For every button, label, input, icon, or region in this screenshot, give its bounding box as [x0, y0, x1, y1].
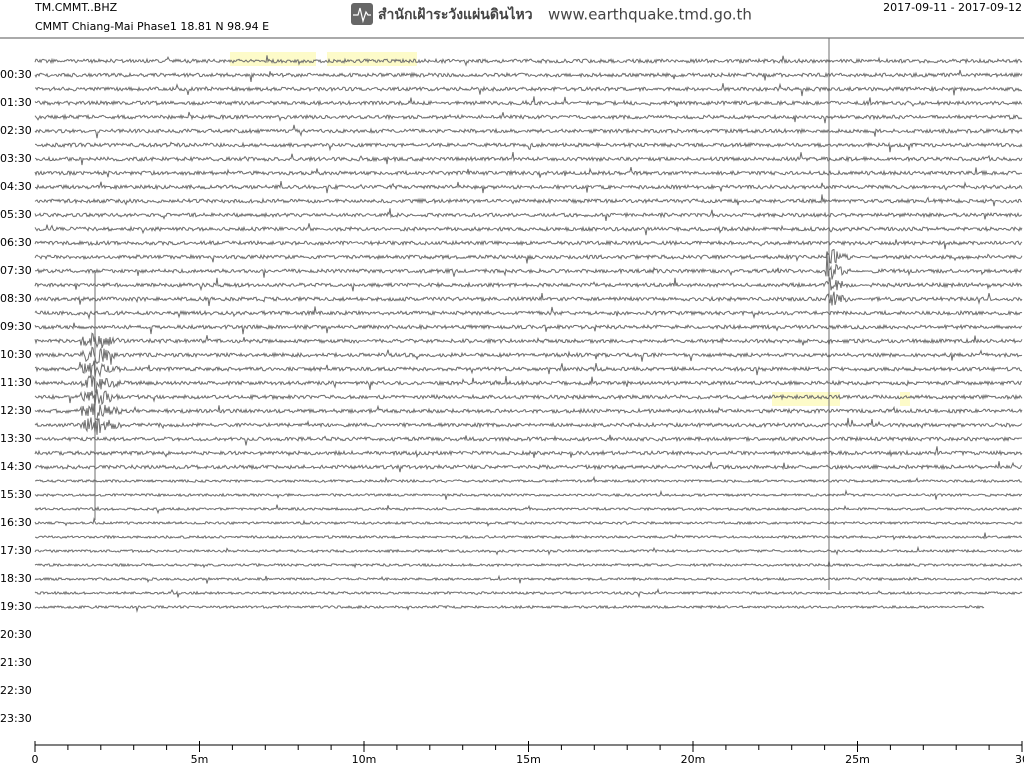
row-label: 02:30	[0, 124, 32, 137]
trace	[34, 389, 1023, 407]
trace	[34, 322, 1023, 335]
trace	[34, 346, 1023, 365]
row-label: 07:30	[0, 264, 32, 277]
row-label: 09:30	[0, 320, 32, 333]
trace	[34, 166, 1023, 178]
trace	[34, 55, 1023, 67]
row-label: 22:30	[0, 684, 32, 697]
trace	[35, 434, 1023, 446]
row-label: 05:30	[0, 208, 32, 221]
row-label: 18:30	[0, 572, 32, 585]
trace	[34, 588, 1023, 599]
trace	[34, 194, 1023, 207]
logo-wave	[353, 7, 371, 24]
trace	[34, 489, 1023, 500]
row-label: 11:30	[0, 376, 32, 389]
logo	[351, 3, 373, 25]
highlight	[327, 52, 417, 66]
trace	[34, 111, 1023, 124]
site: CMMT Chiang-Mai Phase1 18.81 N 98.94 E	[35, 20, 269, 33]
row-label: 12:30	[0, 404, 32, 417]
trace	[34, 517, 1023, 528]
trace	[35, 252, 1023, 280]
trace	[34, 223, 1023, 236]
trace	[34, 374, 1023, 394]
trace	[34, 152, 1023, 166]
traces	[34, 38, 1023, 613]
row-label: 10:30	[0, 348, 32, 361]
row-label: 06:30	[0, 236, 32, 249]
row-label: 21:30	[0, 656, 32, 669]
trace	[35, 532, 1023, 541]
trace	[34, 306, 1023, 320]
row-label: 14:30	[0, 460, 32, 473]
trace	[34, 446, 1023, 459]
trace	[34, 291, 1023, 306]
x-tick-label: 20m	[681, 753, 706, 766]
x-tick-label: 15m	[516, 753, 541, 766]
row-label: 17:30	[0, 544, 32, 557]
row-label: 20:30	[0, 628, 32, 641]
trace	[35, 82, 1023, 97]
trace	[34, 277, 1023, 292]
station: TM.CMMT..BHZ	[34, 1, 118, 14]
trace	[34, 461, 1023, 473]
trace	[34, 360, 1022, 378]
trace	[34, 332, 1023, 349]
trace	[34, 545, 1023, 556]
row-label: 04:30	[0, 180, 32, 193]
x-tick-label: 30	[1015, 753, 1024, 766]
agency: สำนักเฝ้าระวังแผ่นดินไหว	[378, 5, 533, 23]
x-axis: 0 5m 10m 15m 20m 25m 30	[32, 741, 1024, 766]
trace	[34, 96, 1023, 107]
trace	[34, 574, 1023, 584]
trace	[34, 69, 1023, 82]
trace	[34, 124, 1023, 139]
row-label: 03:30	[0, 152, 32, 165]
row-label: 16:30	[0, 516, 32, 529]
trace	[34, 475, 1023, 484]
row-label: 08:30	[0, 292, 32, 305]
trace	[34, 249, 1023, 264]
trace	[34, 403, 1023, 421]
x-tick-label: 0	[32, 753, 39, 766]
row-label: 13:30	[0, 432, 32, 445]
trace	[34, 417, 1023, 435]
row-label: 15:30	[0, 488, 32, 501]
highlight	[900, 392, 910, 406]
trace	[34, 208, 1023, 221]
row-label: 19:30	[0, 600, 32, 613]
trace	[34, 504, 1022, 515]
url: www.earthquake.tmd.go.th	[548, 6, 752, 24]
trace	[34, 604, 985, 613]
row-label: 00:30	[0, 68, 32, 81]
trace	[34, 560, 1023, 569]
trace	[34, 141, 1023, 153]
trace	[34, 181, 1023, 194]
date-range: 2017-09-11 - 2017-09-12	[883, 1, 1022, 14]
trace	[34, 239, 1023, 250]
row-label: 01:30	[0, 96, 32, 109]
x-tick-label: 10m	[352, 753, 377, 766]
row-label: 23:30	[0, 712, 32, 725]
x-tick-label: 5m	[191, 753, 209, 766]
x-tick-label: 25m	[845, 753, 870, 766]
